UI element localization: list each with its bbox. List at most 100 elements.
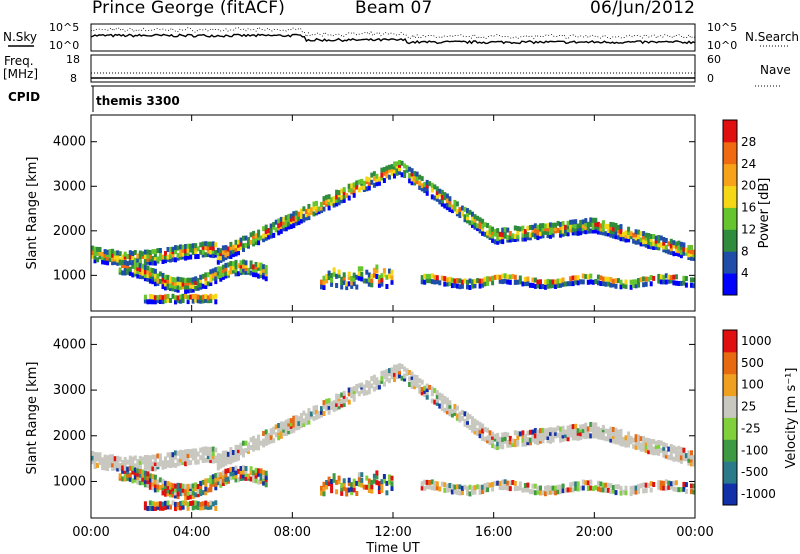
velocity-cell — [161, 460, 165, 466]
velocity-cell — [252, 444, 256, 450]
power-cell — [138, 274, 142, 280]
power-cell — [375, 264, 379, 270]
velocity-cell — [440, 405, 444, 411]
power-cell — [118, 259, 122, 265]
velocity-cell — [335, 479, 339, 485]
velocity-cell — [133, 467, 137, 473]
power-cell — [554, 222, 558, 228]
velocity-cell — [428, 484, 432, 490]
power-cell — [622, 283, 625, 289]
power-cell — [385, 284, 389, 289]
power-cell — [176, 245, 180, 251]
power-cell — [501, 227, 505, 233]
velocity-cell — [486, 487, 490, 493]
velocity-cell — [181, 500, 185, 506]
power-cell — [262, 267, 266, 273]
colorbar-swatch — [723, 185, 737, 208]
power-cell — [216, 255, 220, 261]
power-cell — [325, 278, 329, 284]
velocity-cell — [257, 479, 261, 485]
velocity-cell — [196, 505, 200, 510]
power-cell — [584, 229, 588, 235]
power-cell — [546, 233, 550, 239]
velocity-cell — [128, 476, 132, 482]
velocity-cell — [219, 482, 223, 488]
velocity-cell — [277, 423, 281, 428]
velocity-cell — [360, 388, 364, 394]
velocity-cell — [254, 478, 258, 484]
velocity-cell — [164, 456, 167, 462]
velocity-cell — [377, 384, 381, 390]
power-cell — [440, 275, 444, 281]
power-cell — [528, 235, 532, 241]
power-cell — [362, 184, 366, 190]
power-cell — [264, 232, 268, 238]
velocity-cell — [390, 481, 394, 487]
velocity-cell — [617, 429, 620, 435]
velocity-cell — [133, 470, 137, 476]
velocity-cell — [194, 492, 198, 498]
power-cell — [219, 248, 223, 254]
power-cell — [108, 257, 112, 263]
velocity-cell — [350, 391, 354, 397]
velocity-cell — [206, 501, 210, 507]
velocity-cell — [257, 445, 261, 451]
velocity-cell — [564, 429, 568, 435]
power-cell — [219, 266, 223, 272]
velocity-cell — [554, 485, 558, 491]
velocity-cell — [375, 470, 379, 476]
power-cell — [455, 278, 459, 284]
velocity-cell — [322, 411, 326, 416]
power-cell — [405, 165, 409, 171]
velocity-cell — [146, 459, 150, 465]
velocity-cell — [264, 429, 268, 435]
power-cell — [486, 223, 490, 228]
power-cell — [143, 294, 147, 300]
velocity-cell — [309, 411, 313, 417]
power-cell — [677, 240, 681, 246]
velocity-cell — [599, 428, 603, 434]
power-cell — [518, 279, 522, 285]
power-cell — [214, 242, 218, 248]
power-cell — [669, 243, 673, 249]
power-cell — [476, 223, 480, 229]
power-cell — [579, 230, 583, 236]
power-cell — [619, 284, 623, 290]
velocity-cell — [584, 422, 588, 428]
power-cell — [146, 265, 150, 271]
velocity-cell — [347, 387, 351, 393]
velocity-cell — [136, 475, 140, 481]
freq-unit-label: [MHz] — [3, 67, 38, 81]
velocity-cell — [106, 466, 110, 471]
velocity-cell — [209, 475, 213, 481]
power-cell — [561, 225, 565, 231]
power-cell — [586, 274, 590, 280]
power-cell — [690, 251, 693, 257]
power-cell — [221, 274, 225, 280]
velocity-cell — [118, 456, 122, 462]
y-tick-label: 4000 — [53, 337, 86, 352]
power-cell — [657, 238, 661, 244]
velocity-cell — [302, 422, 306, 427]
velocity-cell — [337, 401, 341, 407]
power-cell — [345, 281, 349, 287]
velocity-cell — [224, 479, 228, 485]
nsky-panel-frame — [90, 23, 696, 52]
velocity-cell — [169, 489, 172, 495]
velocity-cell — [237, 451, 240, 457]
colorbar-tick-label: 24 — [741, 157, 756, 171]
velocity-cell — [340, 399, 344, 404]
power-cell — [526, 281, 530, 287]
velocity-cell — [189, 483, 193, 489]
power-cell — [234, 251, 238, 257]
power-cell — [443, 276, 447, 282]
velocity-cell — [116, 466, 120, 472]
power-cell — [242, 267, 245, 273]
power-cell — [659, 235, 663, 241]
velocity-cell — [262, 431, 266, 436]
power-cell — [340, 194, 344, 200]
power-cell — [219, 255, 223, 261]
power-cell — [169, 249, 172, 255]
power-cell — [561, 231, 565, 237]
